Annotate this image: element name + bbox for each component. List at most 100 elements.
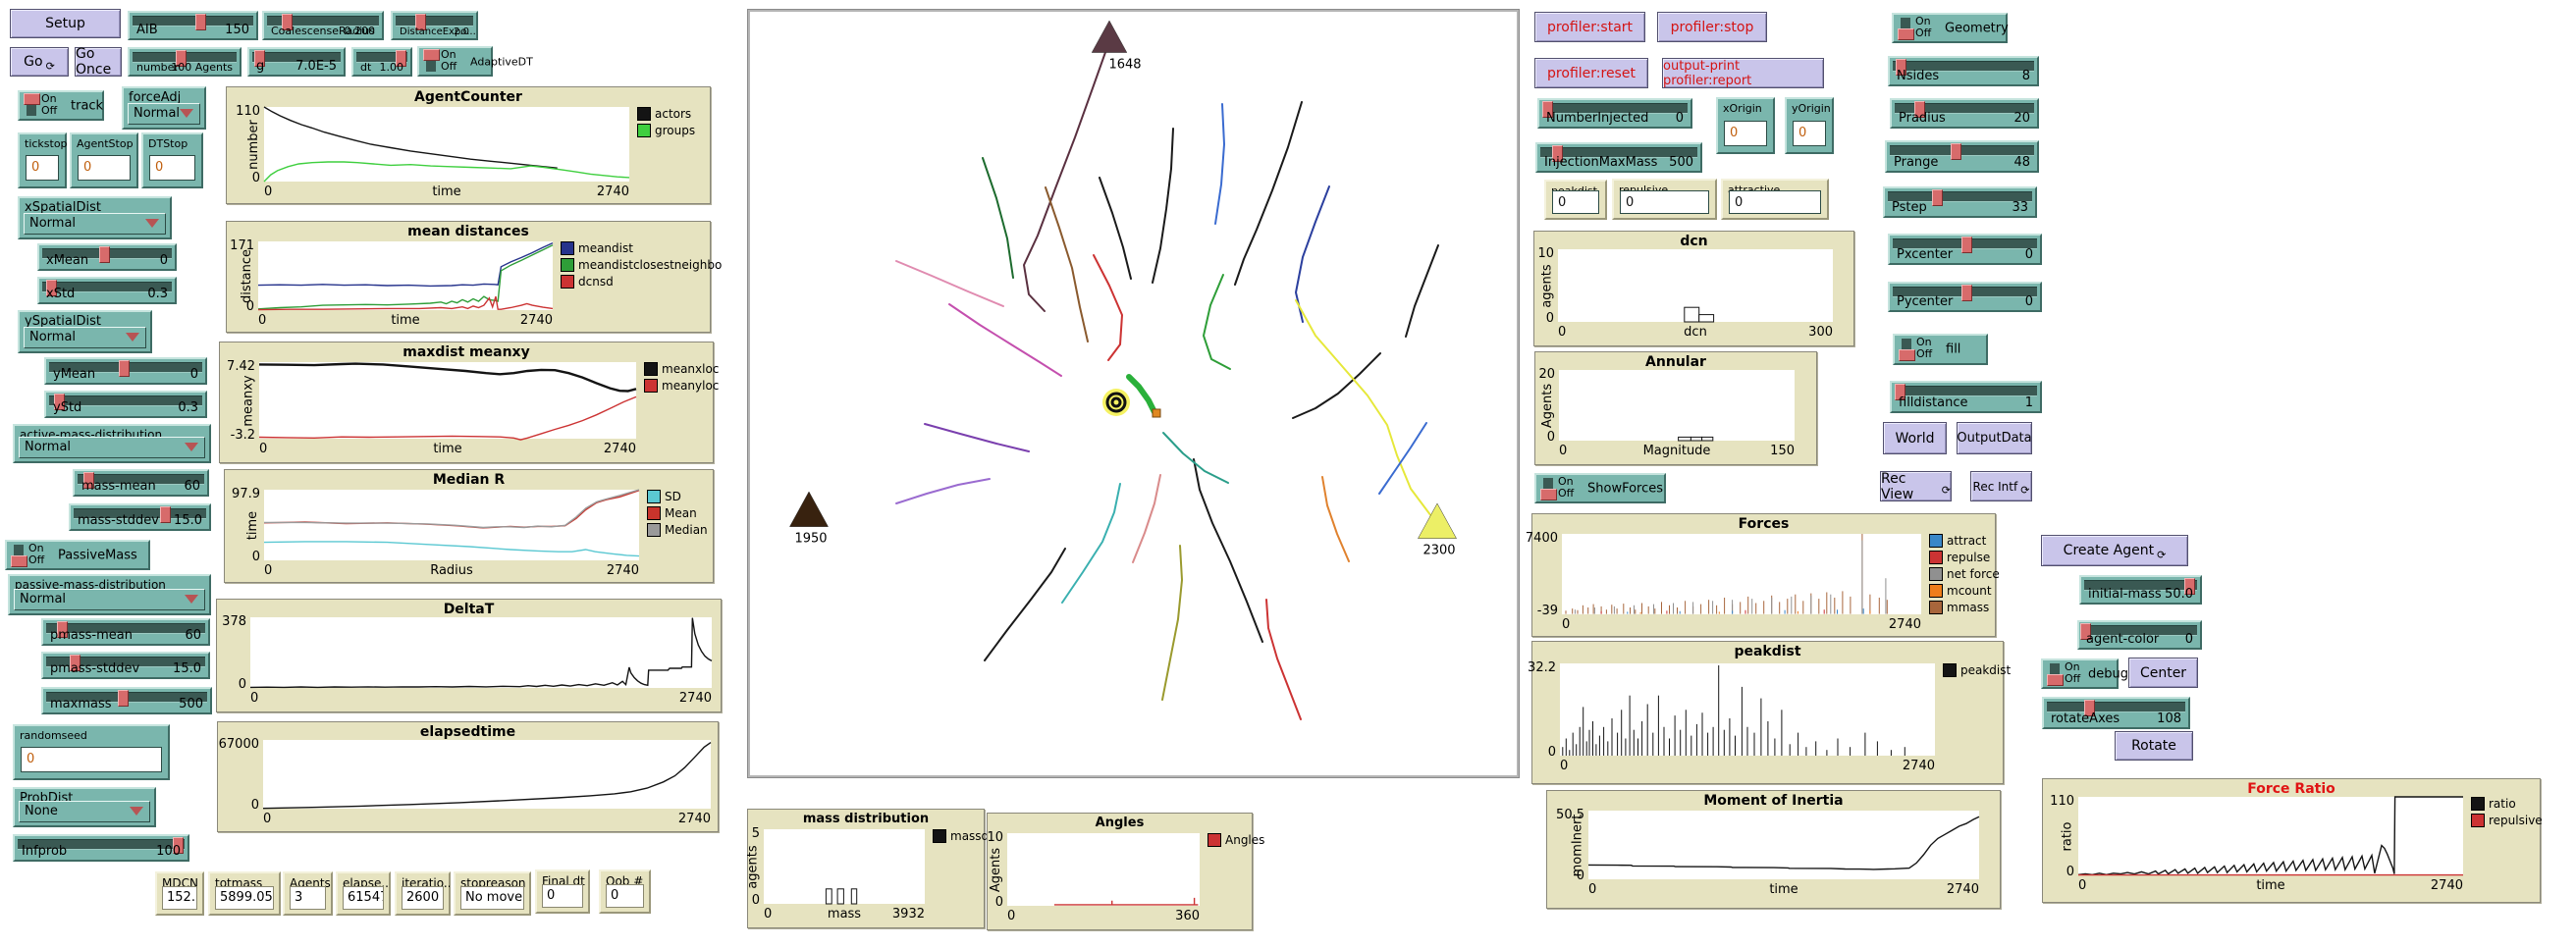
ystd-slider[interactable]: yStd 0.3 <box>44 391 207 418</box>
agent-color-slider[interactable]: agent-color 0 <box>2077 620 2202 650</box>
refresh-icon: ⟳ <box>2157 548 2167 561</box>
plot-agentcounter: AgentCounter 110 number 0 0 time 2740 ac… <box>226 86 711 204</box>
legend-swatch <box>1929 534 1943 548</box>
xmean-slider[interactable]: xMean 0 <box>37 243 177 271</box>
xorigin-input[interactable]: xOrigin 0 <box>1716 97 1775 154</box>
prange-slider[interactable]: Prange 48 <box>1885 140 2039 173</box>
coalescenseradius-slider[interactable]: CoalescenseRadius 0.200 <box>262 11 384 40</box>
chevron-down-icon <box>185 443 198 451</box>
nsides-slider[interactable]: Nsides 8 <box>1888 56 2039 86</box>
rec-view-button[interactable]: Rec View ⟳ <box>1880 470 1952 502</box>
probdist-chooser[interactable]: ProbDist None <box>13 787 156 827</box>
pycenter-slider[interactable]: Pycenter 0 <box>1888 282 2042 312</box>
debug-toggle[interactable]: On Off debug <box>2041 658 2128 689</box>
infprob-slider[interactable]: Infprob 100 <box>13 834 189 862</box>
legend-swatch <box>644 362 658 376</box>
chevron-down-icon <box>145 219 159 228</box>
adaptivedt-toggle[interactable]: On Off AdaptiveDT <box>417 46 533 77</box>
toggle-track[interactable] <box>423 49 440 72</box>
iterations-monitor: iteratio... 2600 <box>395 871 451 916</box>
randomseed-input[interactable]: randomseed 0 <box>13 724 170 780</box>
passivemass-toggle[interactable]: On Off PassiveMass <box>5 540 150 570</box>
profiler-reset-button[interactable]: profiler:reset <box>1534 58 1648 88</box>
go-once-button[interactable]: Go Once <box>75 46 122 78</box>
profiler-start-button[interactable]: profiler:start <box>1534 12 1645 42</box>
final-dt-monitor: Final dt 0 <box>535 869 590 914</box>
attractive-input[interactable]: attractive 0 <box>1721 179 1829 220</box>
ymean-slider[interactable]: yMean 0 <box>44 357 207 385</box>
profiler-stop-button[interactable]: profiler:stop <box>1657 12 1767 42</box>
world-button[interactable]: World <box>1883 422 1947 454</box>
filldistance-slider[interactable]: filldistance 1 <box>1890 381 2042 413</box>
legend-item: dcnsd <box>561 275 722 289</box>
pradius-slider[interactable]: Pradius 20 <box>1890 98 2039 129</box>
legend-swatch <box>561 258 574 272</box>
fill-toggle[interactable]: On Off fill <box>1893 334 1988 365</box>
mass-stddev-slider[interactable]: mass-stddev 15.0 <box>69 503 211 531</box>
yorigin-input[interactable]: yOrigin 0 <box>1785 97 1834 154</box>
yspatialdist-chooser[interactable]: ySpatialDist Normal <box>18 310 152 353</box>
world-canvas: 1648 1950 2300 <box>789 20 1457 720</box>
pmass-mean-slider[interactable]: pmass-mean 60 <box>41 618 210 646</box>
showforces-toggle[interactable]: On Off ShowForces <box>1534 473 1666 503</box>
rotate-button[interactable]: Rotate <box>2115 731 2193 761</box>
toggle-knob[interactable] <box>423 49 440 61</box>
outputdata-button[interactable]: OutputData <box>1957 422 2032 454</box>
aib-slider[interactable]: AIB 150 <box>128 11 258 40</box>
pxcenter-slider[interactable]: Pxcenter 0 <box>1888 234 2042 265</box>
plot-moment-of-inertia: Moment of Inertia 50.5 momInert 0 0 time… <box>1546 790 2001 909</box>
legend: ratio repulsive <box>2471 797 2543 827</box>
number-slider[interactable]: number 100 Agents <box>128 47 242 77</box>
elapsedtime-chart <box>262 742 712 810</box>
g-slider[interactable]: g 7.0E-5 <box>247 47 346 77</box>
pstep-slider[interactable]: Pstep 33 <box>1883 186 2037 218</box>
numberinjected-slider[interactable]: NumberInjected 0 <box>1537 98 1692 129</box>
create-agent-button[interactable]: Create Agent ⟳ <box>2041 535 2188 566</box>
distanceexpo-slider[interactable]: DistanceExpo... 2.0 <box>391 11 478 40</box>
chevron-down-icon <box>126 333 139 342</box>
mass-mean-slider[interactable]: mass-mean 60 <box>73 469 209 497</box>
legend: peakdist <box>1943 663 2011 677</box>
mass-distribution-chart <box>825 888 858 905</box>
forceadj-chooser[interactable]: forceAdj Normal <box>122 86 206 130</box>
track-toggle[interactable]: On Off track <box>18 90 104 121</box>
legend-swatch <box>2471 797 2485 811</box>
maxmass-slider[interactable]: maxmass 500 <box>41 687 212 714</box>
legend-swatch <box>1929 601 1943 614</box>
profiler-report-button[interactable]: output-print profiler:report <box>1662 58 1824 88</box>
legend-swatch <box>1943 663 1957 677</box>
go-button[interactable]: Go ⟳ <box>10 47 69 77</box>
slider-track[interactable] <box>133 14 253 30</box>
maxdist-chart <box>258 362 637 441</box>
angles-chart <box>1053 897 1199 906</box>
peakdist-input[interactable]: peakdist 0 <box>1544 180 1607 220</box>
xspatialdist-chooser[interactable]: xSpatialDist Normal <box>18 196 172 239</box>
rotateaxes-slider[interactable]: rotateAxes 108 <box>2042 697 2190 729</box>
xstd-slider[interactable]: xStd 0.3 <box>37 277 177 304</box>
agentstop-input[interactable]: AgentStop 0 <box>70 132 138 188</box>
setup-button[interactable]: Setup <box>10 9 121 38</box>
agent-marker[interactable]: 1950 <box>789 491 829 547</box>
tickstop-input[interactable]: tickstop 0 <box>18 132 68 188</box>
geometry-toggle[interactable]: On Off Geometry <box>1892 13 2009 43</box>
legend: actors groups <box>637 107 695 137</box>
legend-item: meandist <box>561 241 722 255</box>
world-view[interactable]: 1648 1950 2300 <box>747 9 1520 778</box>
dt-slider[interactable]: dt 1.00 <box>351 47 412 77</box>
forces-chart <box>1565 534 1888 614</box>
passive-mass-distribution-chooser[interactable]: passive-mass-distribution Normal <box>8 574 211 615</box>
slider-handle[interactable] <box>194 14 206 30</box>
center-button[interactable]: Center <box>2128 658 2198 688</box>
repulsive-input[interactable]: repulsive 0 <box>1612 179 1717 220</box>
pmass-stddev-slider[interactable]: pmass-stddev 15.0 <box>41 652 210 679</box>
agent-marker[interactable]: 1648 <box>1091 20 1142 73</box>
agent-marker[interactable]: 2300 <box>1418 502 1457 558</box>
dtstop-input[interactable]: DTStop 0 <box>141 132 203 188</box>
active-mass-distribution-chooser[interactable]: active-mass-distribution Normal <box>13 424 211 463</box>
injectionmaxmass-slider[interactable]: InjectionMaxMass 500 <box>1535 142 1702 173</box>
rec-intf-button[interactable]: Rec Intf ⟳ <box>1970 471 2032 501</box>
legend-item: meanyloc <box>644 379 719 393</box>
initial-mass-slider[interactable]: initial-mass 50.0 <box>2079 575 2202 605</box>
legend-item: repulse <box>1929 551 2000 564</box>
legend-swatch <box>644 379 658 393</box>
